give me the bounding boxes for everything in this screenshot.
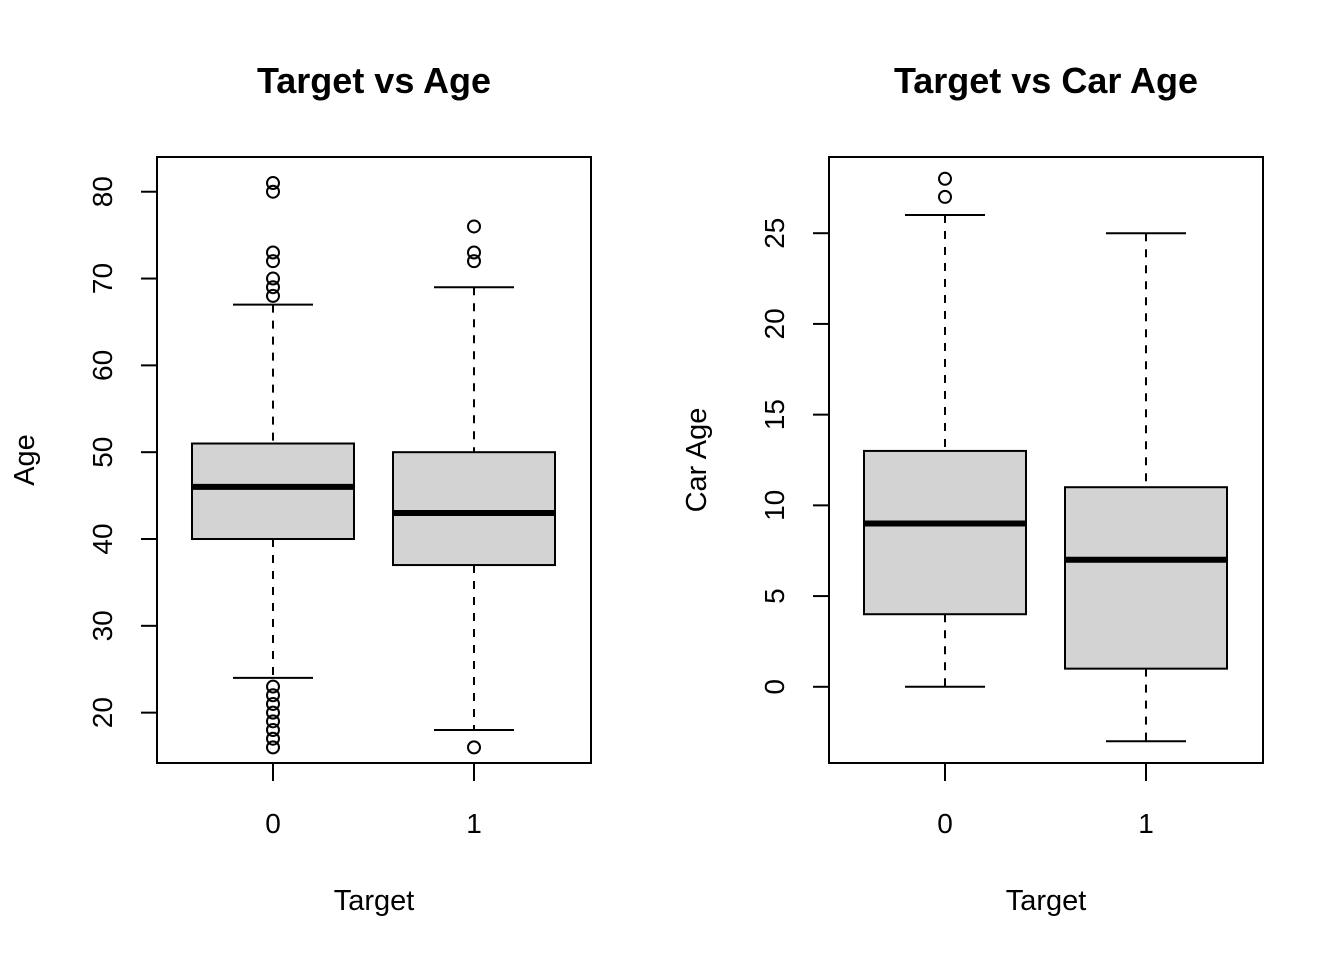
box-0 — [191, 176, 355, 755]
outlier-point — [266, 184, 280, 199]
y-tick-label: 25 — [759, 218, 790, 249]
outlier-point — [266, 245, 280, 260]
y-tick-label: 0 — [759, 679, 790, 695]
y-tick-label: 5 — [759, 588, 790, 604]
y-tick-label: 10 — [759, 490, 790, 521]
outlier-point — [467, 740, 481, 755]
plot-area: 0 5 10 15 20 25 0 1 — [759, 156, 1264, 839]
outlier-point — [938, 189, 952, 204]
outlier-point — [266, 280, 280, 295]
x-tick-label: 1 — [466, 808, 482, 839]
outlier-point — [266, 714, 280, 729]
x-axis-label: Target — [1006, 885, 1087, 917]
y-tick-label: 50 — [87, 437, 118, 468]
plot-area: 20 30 40 50 60 70 80 0 1 — [87, 156, 592, 839]
iqr-box — [392, 451, 556, 567]
outlier-point — [266, 723, 280, 738]
outlier-point — [266, 176, 280, 191]
outlier-point — [266, 688, 280, 703]
y-axis-label: Age — [9, 434, 41, 486]
x-tick-label: 1 — [1138, 808, 1154, 839]
iqr-box — [191, 442, 355, 541]
outlier-point — [467, 254, 481, 269]
box-1 — [1064, 232, 1228, 743]
panel-target-vs-age: Target vs Age Target Age 20 30 40 50 60 70 80 0… — [9, 60, 592, 917]
chart-title: Target vs Age — [257, 60, 491, 101]
outlier-point — [266, 288, 280, 303]
x-tick-label: 0 — [937, 808, 953, 839]
outlier-point — [266, 254, 280, 269]
outlier-point — [467, 245, 481, 260]
outlier-point — [266, 696, 280, 711]
outlier-point — [266, 740, 280, 755]
outlier-point — [938, 171, 952, 186]
box-0 — [863, 171, 1027, 688]
iqr-box — [1064, 486, 1228, 670]
y-tick-label: 70 — [87, 263, 118, 294]
plot-frame — [156, 156, 592, 764]
iqr-box — [863, 449, 1027, 616]
y-tick-label: 20 — [87, 697, 118, 728]
chart-title: Target vs Car Age — [894, 60, 1198, 101]
outlier-point — [266, 705, 280, 720]
y-tick-label: 15 — [759, 399, 790, 430]
x-axis-label: Target — [334, 885, 415, 917]
panel-target-vs-car-age: Target vs Car Age Target Car Age 0510152… — [681, 60, 1264, 917]
outlier-point — [266, 271, 280, 286]
plot-frame — [828, 156, 1264, 764]
y-tick-label: 80 — [87, 176, 118, 207]
outlier-point — [266, 731, 280, 746]
y-tick-label: 30 — [87, 610, 118, 641]
y-tick-label: 20 — [759, 308, 790, 339]
outlier-point — [266, 679, 280, 694]
y-tick-label: 60 — [87, 350, 118, 381]
x-tick-label: 0 — [265, 808, 281, 839]
box-1 — [392, 219, 556, 755]
y-tick-label: 40 — [87, 523, 118, 554]
y-axis-label: Car Age — [681, 408, 713, 513]
outlier-point — [467, 219, 481, 234]
